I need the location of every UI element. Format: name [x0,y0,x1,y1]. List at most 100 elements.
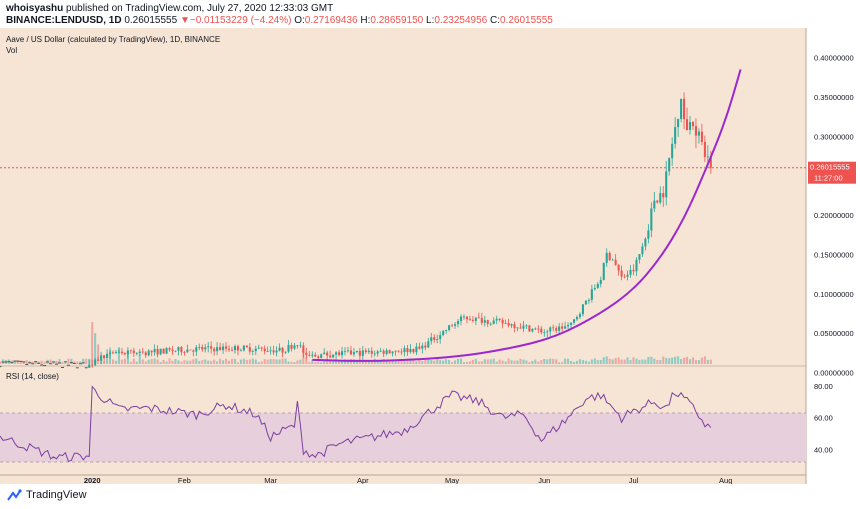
volume-bar [596,360,599,364]
price-candle [456,321,460,325]
price-candle [668,158,671,172]
price-candle [590,289,593,300]
volume-bar [132,358,135,364]
price-candle [543,332,546,333]
price-candle [578,314,582,318]
volume-bar [709,359,712,364]
footer: TradingView [0,484,860,509]
volume-bar [632,357,635,364]
volume-bar [144,361,147,364]
volume-bar [578,359,582,364]
price-candle [376,351,379,354]
price-candle [605,252,608,263]
price-candle [177,347,180,351]
parabolic-trend-curve[interactable] [312,69,742,362]
volume-bar [519,358,522,364]
price-candle [700,131,703,142]
price-candle [558,326,561,331]
volume-bar [650,356,653,364]
chart-area[interactable]: 0.00000000 0.05000000 0.10000000 0.15000000… [0,28,860,485]
volume-bar [338,361,341,364]
price-candle [349,350,352,355]
price-candle [528,325,531,332]
volume-bar [477,361,480,364]
volume-bar [587,361,590,364]
volume-bar [703,356,706,364]
price-candle [346,350,350,352]
volume-bar [584,360,587,364]
time-tick-label: Apr [357,476,369,484]
low-label: L: [426,15,435,26]
price-candle [227,348,231,350]
volume-bar [525,360,528,364]
time-tick-label: May [445,476,459,484]
symbol-label: BINANCE:LENDUSD, 1D [6,15,122,26]
volume-bar [543,358,546,364]
volume-bar [662,356,665,364]
price-candle [109,352,112,354]
volume-bar [216,361,219,364]
volume-bar [251,358,254,364]
volume-bar [635,358,638,364]
volume-bar [242,358,245,364]
price-tick-label: 0.15000000 [814,250,854,259]
volume-bar [424,359,427,364]
volume-bar [706,359,709,364]
price-candle [674,127,677,144]
price-candle [367,350,370,353]
price-candle [471,319,474,321]
price-chart[interactable]: 0.00000000 0.05000000 0.10000000 0.15000000… [0,28,860,485]
price-candle [525,325,528,327]
high-label: H: [360,15,371,26]
price-candle [198,346,201,348]
volume-bar [483,359,486,364]
volume-bar [647,356,650,364]
volume-bar [85,358,88,364]
volume-bar [656,359,659,364]
tradingview-logo[interactable]: TradingView [6,489,87,501]
volume-bar [474,358,477,364]
price-candle [474,317,477,321]
price-candle [174,350,177,352]
price-candle [468,319,471,320]
price-candle [691,122,695,127]
volume-bar [406,358,409,364]
price-candle [138,351,141,353]
volume-bar [590,359,593,364]
price-candle [454,324,457,326]
price-candle [400,351,403,353]
price-candle [397,350,400,352]
price-candle [531,328,534,332]
volume-bar [272,359,275,364]
price-candle [379,350,382,352]
volume-bar [391,360,394,364]
price-tick-label: 0.00000000 [814,369,854,378]
price-candle [290,344,293,349]
volume-bar [575,360,579,364]
price-candle [552,327,555,329]
volume-bar [555,359,558,364]
volume-bar [219,358,222,364]
price-candle [492,320,495,324]
volume-bar [171,360,174,364]
volume-bar [165,361,168,364]
author-name[interactable]: whoisyashu [6,3,64,14]
volume-bar [376,360,379,364]
volume-bar [626,357,629,364]
price-candle [644,238,647,247]
time-tick-label: Feb [178,476,191,484]
price-tick-label: 0.10000000 [814,290,854,299]
volume-bar [569,360,573,364]
volume-bar [195,358,198,364]
price-candle [433,337,436,340]
low-value: 0.23254956 [434,15,488,26]
price-candle [623,276,626,278]
price-candle [602,262,605,280]
price-candle [629,269,632,275]
price-candle [183,352,186,354]
volume-bar [552,358,555,364]
price-candle [418,346,421,349]
volume-bar [608,358,611,364]
volume-bar [364,360,367,364]
price-tick-label: 0.30000000 [814,132,854,141]
